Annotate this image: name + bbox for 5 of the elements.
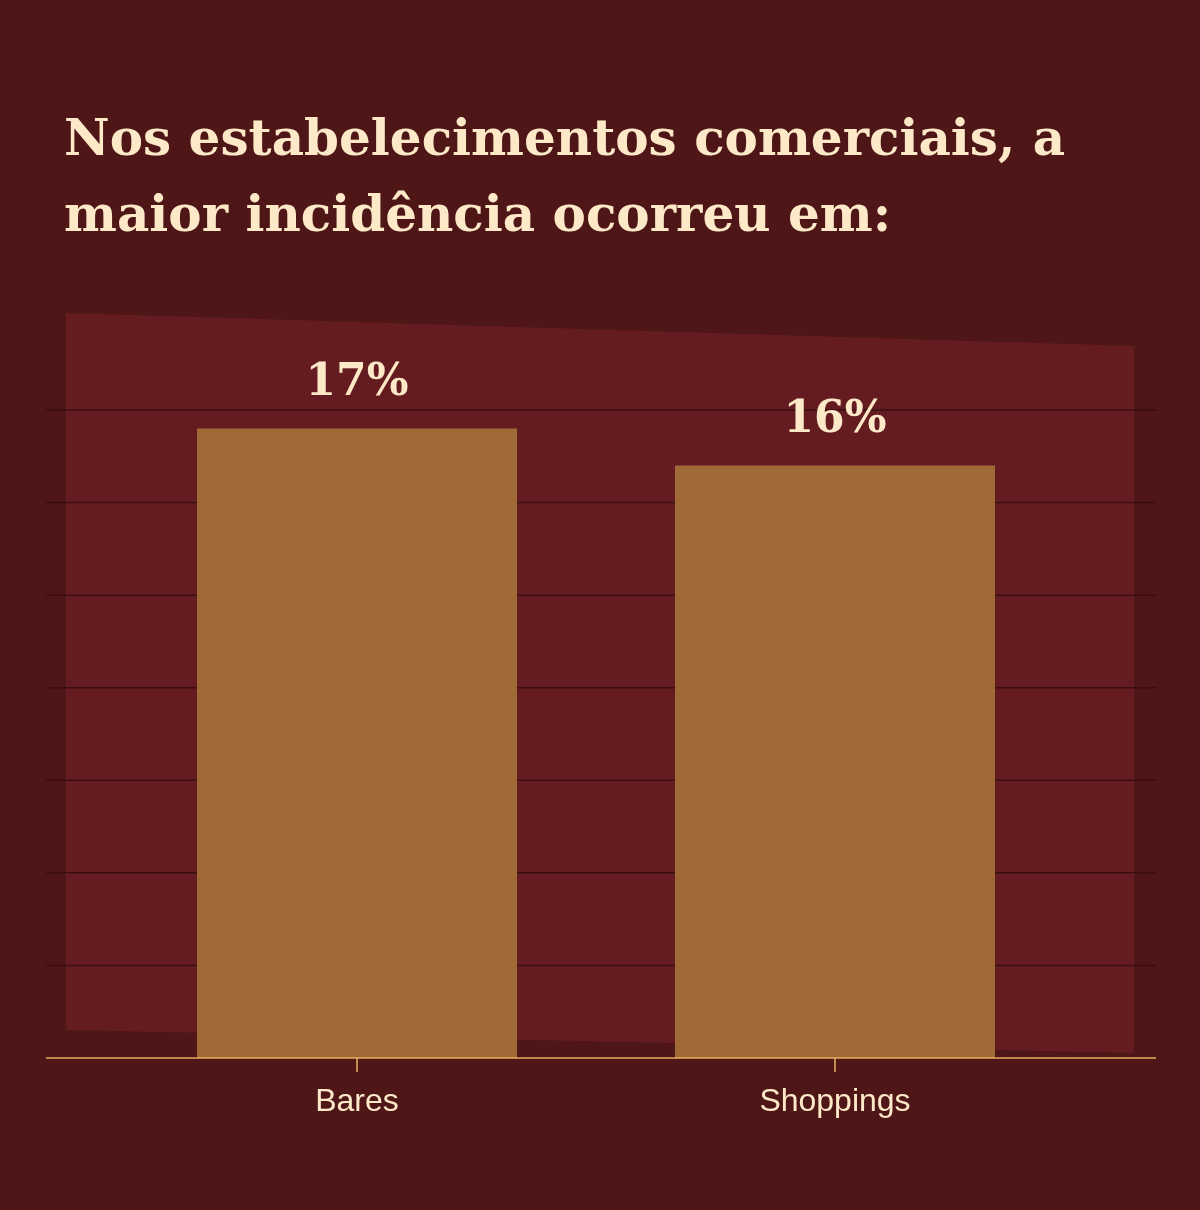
data-label: 17% bbox=[305, 353, 409, 405]
chart-title: Nos estabelecimentos comerciais, a maior incidência ocorreu em: bbox=[64, 107, 1067, 245]
data-label: 16% bbox=[783, 390, 887, 442]
x-tick-label: Bares bbox=[315, 1081, 399, 1118]
x-tick-label: Shoppings bbox=[759, 1081, 911, 1118]
